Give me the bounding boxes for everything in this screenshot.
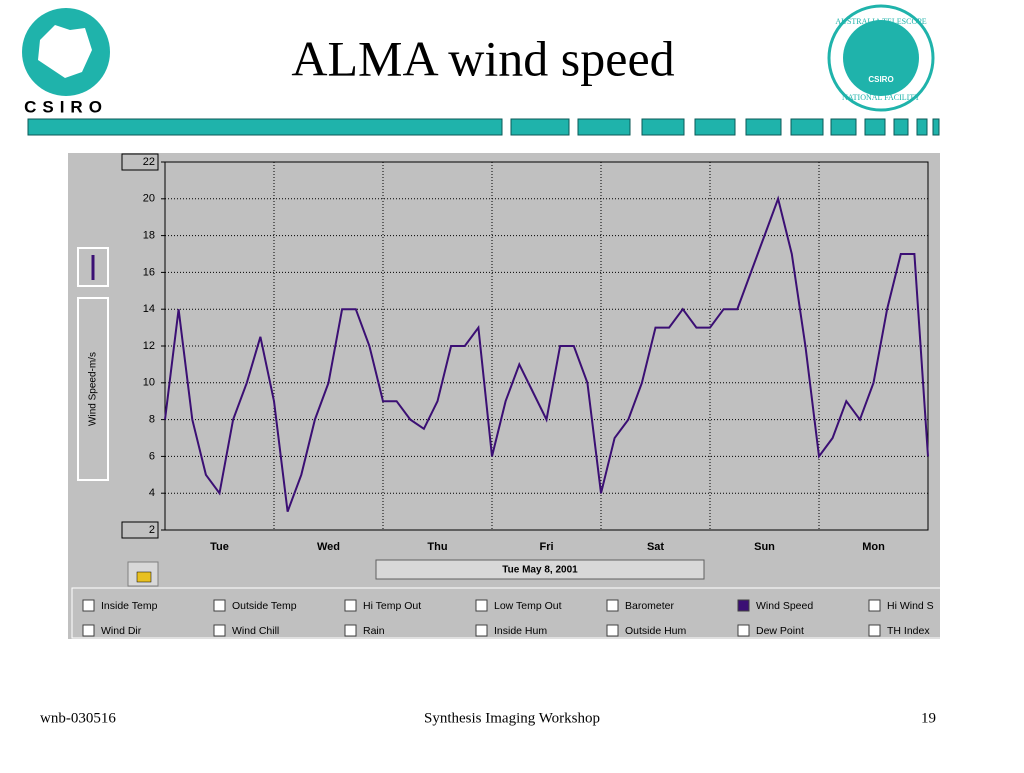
x-tick-label: Thu [427, 541, 447, 553]
stripe-bar [27, 118, 940, 136]
atnf-bottom: NATIONAL FACILITY [842, 93, 920, 102]
x-tick-label: Sun [754, 541, 775, 553]
checkbox[interactable] [213, 624, 226, 637]
checkbox[interactable] [868, 624, 881, 637]
checkbox[interactable] [82, 599, 95, 612]
checkbox-label: Wind Chill [232, 625, 279, 637]
screenshot: Wind Speed-m/s Tue May 8, 2001 2 4 6 8 10 12 1… [68, 153, 940, 639]
checkbox-label: Dew Point [756, 625, 804, 637]
checkbox[interactable] [82, 624, 95, 637]
y-tick-label: 10 [143, 377, 155, 389]
checkbox[interactable] [344, 624, 357, 637]
x-tick-label: Fri [539, 541, 553, 553]
checkbox-label: Low Temp Out [494, 600, 562, 612]
checkbox[interactable] [213, 599, 226, 612]
y-tick-label: 4 [149, 487, 155, 499]
y-tick-label: 12 [143, 340, 155, 352]
y-tick-label: 14 [143, 303, 155, 315]
checkbox-label: Wind Dir [101, 625, 142, 637]
x-tick-label: Wed [317, 541, 340, 553]
checkbox-label: Inside Hum [494, 625, 547, 637]
x-tick-label: Tue [210, 541, 229, 553]
y-tick-label: 22 [143, 156, 155, 168]
date-box [375, 559, 705, 580]
checkbox[interactable] [868, 599, 881, 612]
checkbox[interactable] [606, 599, 619, 612]
y-axis-label: Wind Speed-m/s [88, 352, 99, 426]
slide-title: ALMA wind speed [291, 30, 674, 86]
checkbox-label: Wind Speed [756, 600, 813, 612]
y-tick-box [121, 153, 159, 171]
series-line [164, 195, 929, 512]
checkbox[interactable] [344, 599, 357, 612]
checkbox-label: Outside Hum [625, 625, 687, 637]
y-tick-label: 16 [143, 266, 155, 278]
checkbox[interactable] [475, 624, 488, 637]
footer-left: wnb-030516 [40, 710, 116, 726]
atnf-center: CSIRO [868, 75, 893, 84]
checkbox[interactable] [475, 599, 488, 612]
atnf-logo-inner [843, 20, 919, 96]
atnf-top: AUSTRALIA TELESCOPE [835, 17, 926, 26]
footer-right: 19 [921, 710, 936, 726]
checkbox-label: Rain [363, 625, 385, 637]
checkbox-label: TH Index [887, 625, 930, 637]
lock-icon [136, 571, 152, 583]
checkbox-label: Outside Temp [232, 600, 297, 612]
checkbox-label: Barometer [625, 600, 675, 612]
checkbox-label: Hi Wind S [887, 600, 934, 612]
footer-center: Synthesis Imaging Workshop [424, 710, 600, 726]
y-tick-box [121, 521, 159, 539]
x-tick-label: Mon [862, 541, 885, 553]
csiro-text: CSIRO [24, 97, 108, 116]
x-tick-label: Sat [647, 541, 664, 553]
checkbox-label: Inside Temp [101, 600, 158, 612]
y-tick-label: 18 [143, 230, 155, 242]
y-tick-label: 8 [149, 414, 155, 426]
checkbox[interactable] [737, 624, 750, 637]
csiro-map [38, 25, 92, 78]
checkbox-label: Hi Temp Out [363, 600, 421, 612]
y-tick-label: 6 [149, 450, 155, 462]
checkbox[interactable] [606, 624, 619, 637]
date-label: Tue May 8, 2001 [502, 565, 578, 576]
y-tick-label: 20 [143, 193, 155, 205]
y-label-box [77, 297, 109, 481]
checkbox[interactable] [737, 599, 750, 612]
y-tick-label: 2 [149, 524, 155, 536]
